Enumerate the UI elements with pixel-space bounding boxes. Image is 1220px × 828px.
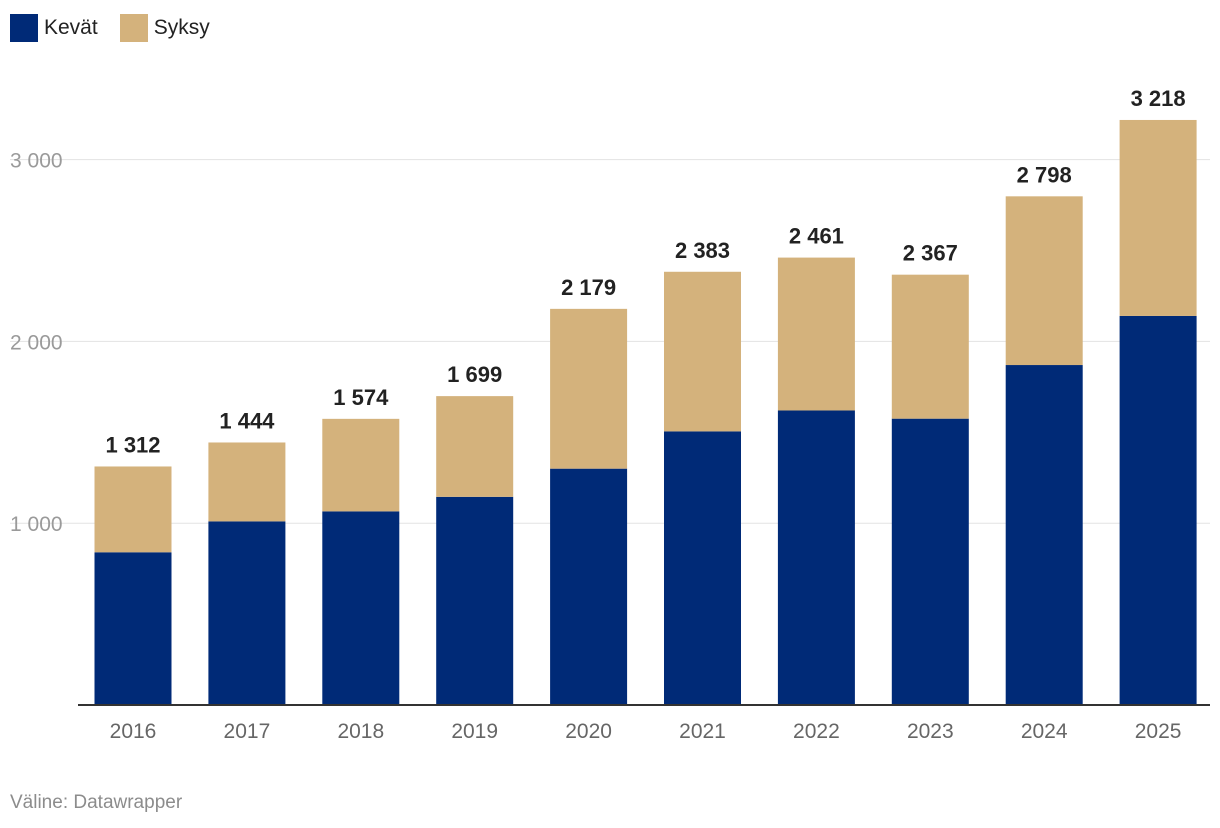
total-label: 1 699: [447, 362, 502, 387]
legend-item-kevat: Kevät: [10, 14, 98, 42]
x-tick-label: 2025: [1135, 720, 1182, 743]
bar-kevat: [94, 552, 172, 705]
bar-syksy: [322, 418, 400, 512]
bar-syksy: [664, 271, 741, 432]
total-label: 2 461: [789, 224, 844, 249]
total-label: 1 574: [333, 385, 389, 410]
bar-syksy: [94, 466, 172, 553]
x-tick-label: 2019: [451, 720, 498, 743]
bar-kevat: [891, 418, 969, 705]
total-label: 3 218: [1131, 86, 1186, 111]
bar-syksy: [550, 308, 628, 469]
legend: Kevät Syksy: [10, 12, 210, 44]
bar-syksy: [436, 396, 514, 497]
x-tick-label: 2022: [793, 720, 840, 743]
source-note: Väline: Datawrapper: [10, 792, 183, 813]
x-tick-label: 2018: [337, 720, 384, 743]
bar-kevat: [1005, 365, 1083, 705]
x-tick-label: 2024: [1021, 720, 1068, 743]
bar-syksy: [1119, 119, 1197, 316]
total-label: 2 798: [1017, 162, 1072, 187]
legend-item-syksy: Syksy: [119, 14, 210, 42]
x-tick-label: 2020: [565, 720, 612, 743]
total-label: 2 179: [561, 275, 616, 300]
bar-kevat: [777, 410, 855, 705]
y-tick-label: 2 000: [10, 331, 63, 354]
total-label: 1 444: [219, 408, 275, 433]
bar-syksy: [208, 442, 286, 522]
total-label: 1 312: [105, 432, 160, 457]
bar-kevat: [208, 521, 286, 705]
x-tick-label: 2021: [679, 720, 726, 743]
bar-kevat: [322, 511, 400, 705]
bar-kevat: [436, 496, 514, 705]
total-label: 2 367: [903, 241, 958, 266]
y-tick-label: 3 000: [10, 150, 63, 173]
bar-kevat: [550, 468, 628, 705]
x-tick-label: 2016: [110, 720, 157, 743]
total-label: 2 383: [675, 238, 730, 263]
bar-kevat: [1119, 315, 1197, 705]
bar-syksy: [891, 274, 969, 419]
legend-swatch-kevat: [10, 14, 38, 42]
bar-kevat: [664, 431, 741, 705]
y-tick-label: 1 000: [10, 513, 63, 536]
x-tick-label: 2017: [224, 720, 271, 743]
bar-syksy: [1005, 196, 1083, 366]
x-tick-label: 2023: [907, 720, 954, 743]
legend-label-kevat: Kevät: [44, 16, 98, 39]
legend-swatch-syksy: [119, 14, 148, 42]
legend-label-syksy: Syksy: [153, 16, 210, 39]
bar-syksy: [777, 257, 855, 411]
